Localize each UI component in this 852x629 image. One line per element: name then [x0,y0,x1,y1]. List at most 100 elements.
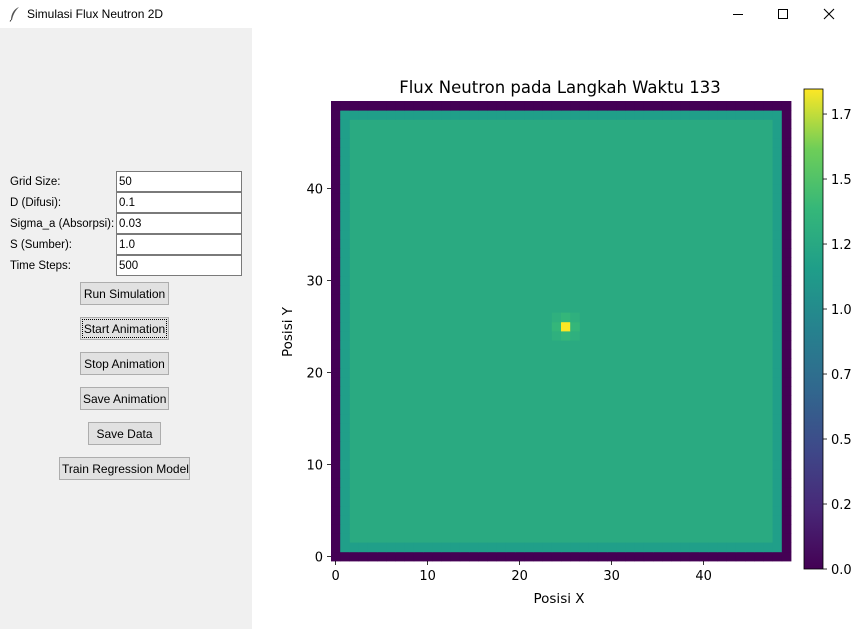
heatmap-cell [423,101,433,111]
heatmap-cell [340,377,350,387]
heatmap-cell [772,248,783,258]
heatmap-cell [367,110,378,120]
heatmap-cell [781,349,792,359]
heatmap-cell [772,432,783,442]
heatmap-cell [772,478,783,488]
heatmap-cell [625,101,635,111]
heatmap-cell [505,101,516,111]
heatmap-cell [772,413,783,424]
heatmap-cell [781,478,792,488]
heatmap-cell [781,229,792,240]
heatmap-cell [561,101,571,111]
heatmap-cell [763,101,773,111]
heatmap-cell [781,469,792,479]
heatmap-cell [340,183,350,194]
heatmap-cell [772,312,783,323]
minimize-button[interactable] [715,0,761,28]
heatmap-cell [331,147,341,157]
heatmap-cell [340,349,350,359]
heatmap-cell [395,542,405,553]
close-button[interactable] [806,0,852,28]
heatmap-cell [459,110,470,120]
heatmap-cell [763,542,773,553]
diffusion-input[interactable] [116,192,242,213]
run-simulation-button[interactable]: Run Simulation [80,282,169,305]
heatmap-cell [772,496,783,507]
heatmap-cell [662,101,672,111]
heatmap-cell [340,331,350,341]
heatmap-cell [781,367,792,378]
heatmap-cell [331,101,341,111]
heatmap-cell [551,101,562,111]
heatmap-cell [653,110,663,120]
heatmap-cell [331,266,341,277]
heatmap-cell [340,174,350,185]
maximize-icon [778,9,788,19]
heatmap-cell [340,367,350,378]
heatmap-cell [772,459,783,470]
heatmap-cell [745,110,755,120]
heatmap-cell [570,312,580,323]
heatmap-cell [450,542,461,553]
heatmap-cell [340,156,350,166]
heatmap-cell [377,542,387,553]
heatmap-cell [340,515,350,525]
heatmap-cell [367,542,378,553]
grid-size-input[interactable] [116,171,242,192]
heatmap-cell [478,551,488,562]
heatmap-cell [496,110,507,120]
heatmap-cell [395,101,405,111]
heatmap-cell [331,533,341,543]
heatmap-cell [331,515,341,525]
heatmap-cell [533,101,543,111]
heatmap-cell [331,395,341,405]
heatmap-cell [781,165,792,175]
heatmap-cell [340,505,350,516]
heatmap-cell [395,551,405,562]
heatmap-cell [340,101,350,111]
heatmap-cell [377,551,387,562]
heatmap-cell [459,542,470,553]
heatmap-cell [671,110,681,120]
heatmap-cell [671,542,681,553]
heatmap-cell [781,156,792,166]
train-regression-button[interactable]: Train Regression Model [59,457,190,480]
heatmap-cell [634,542,645,553]
heatmap-cell [386,542,396,553]
heatmap-cell [331,450,341,461]
heatmap-cell [717,551,727,562]
start-animation-button[interactable]: Start Animation [80,317,169,340]
save-data-button[interactable]: Save Data [88,422,161,445]
heatmap-cell [340,147,350,157]
heatmap-cell [441,101,451,111]
heatmap-cell [349,101,359,111]
heatmap-cell [772,533,783,543]
heatmap-cell [551,542,562,553]
heatmap-cell [340,478,350,488]
colorbar-tick-label: 0.5 [831,433,852,448]
heatmap-cell [515,551,525,562]
heatmap-cell [331,211,341,221]
heatmap-cell [781,441,792,451]
heatmap-cell [331,110,341,120]
maximize-button[interactable] [760,0,806,28]
save-animation-button[interactable]: Save Animation [80,387,169,410]
heatmap-cell [331,469,341,479]
stop-animation-button[interactable]: Stop Animation [80,352,169,375]
heatmap-cell [469,551,479,562]
heatmap-cell [781,147,792,157]
heatmap-cell [331,220,341,231]
heatmap-cell [340,487,350,497]
heatmap-cell [772,193,783,203]
absorption-input[interactable] [116,213,242,234]
heatmap-cell [597,542,608,553]
heatmap-cell [524,551,534,562]
source-input[interactable] [116,234,242,255]
heatmap-cell [551,331,562,341]
heatmap-cell [340,202,350,212]
heatmap-cell [570,551,580,562]
time-steps-input[interactable] [116,255,242,276]
heatmap-cell [331,248,341,258]
y-tick-label: 0 [315,550,323,565]
heatmap-cell [781,423,792,433]
